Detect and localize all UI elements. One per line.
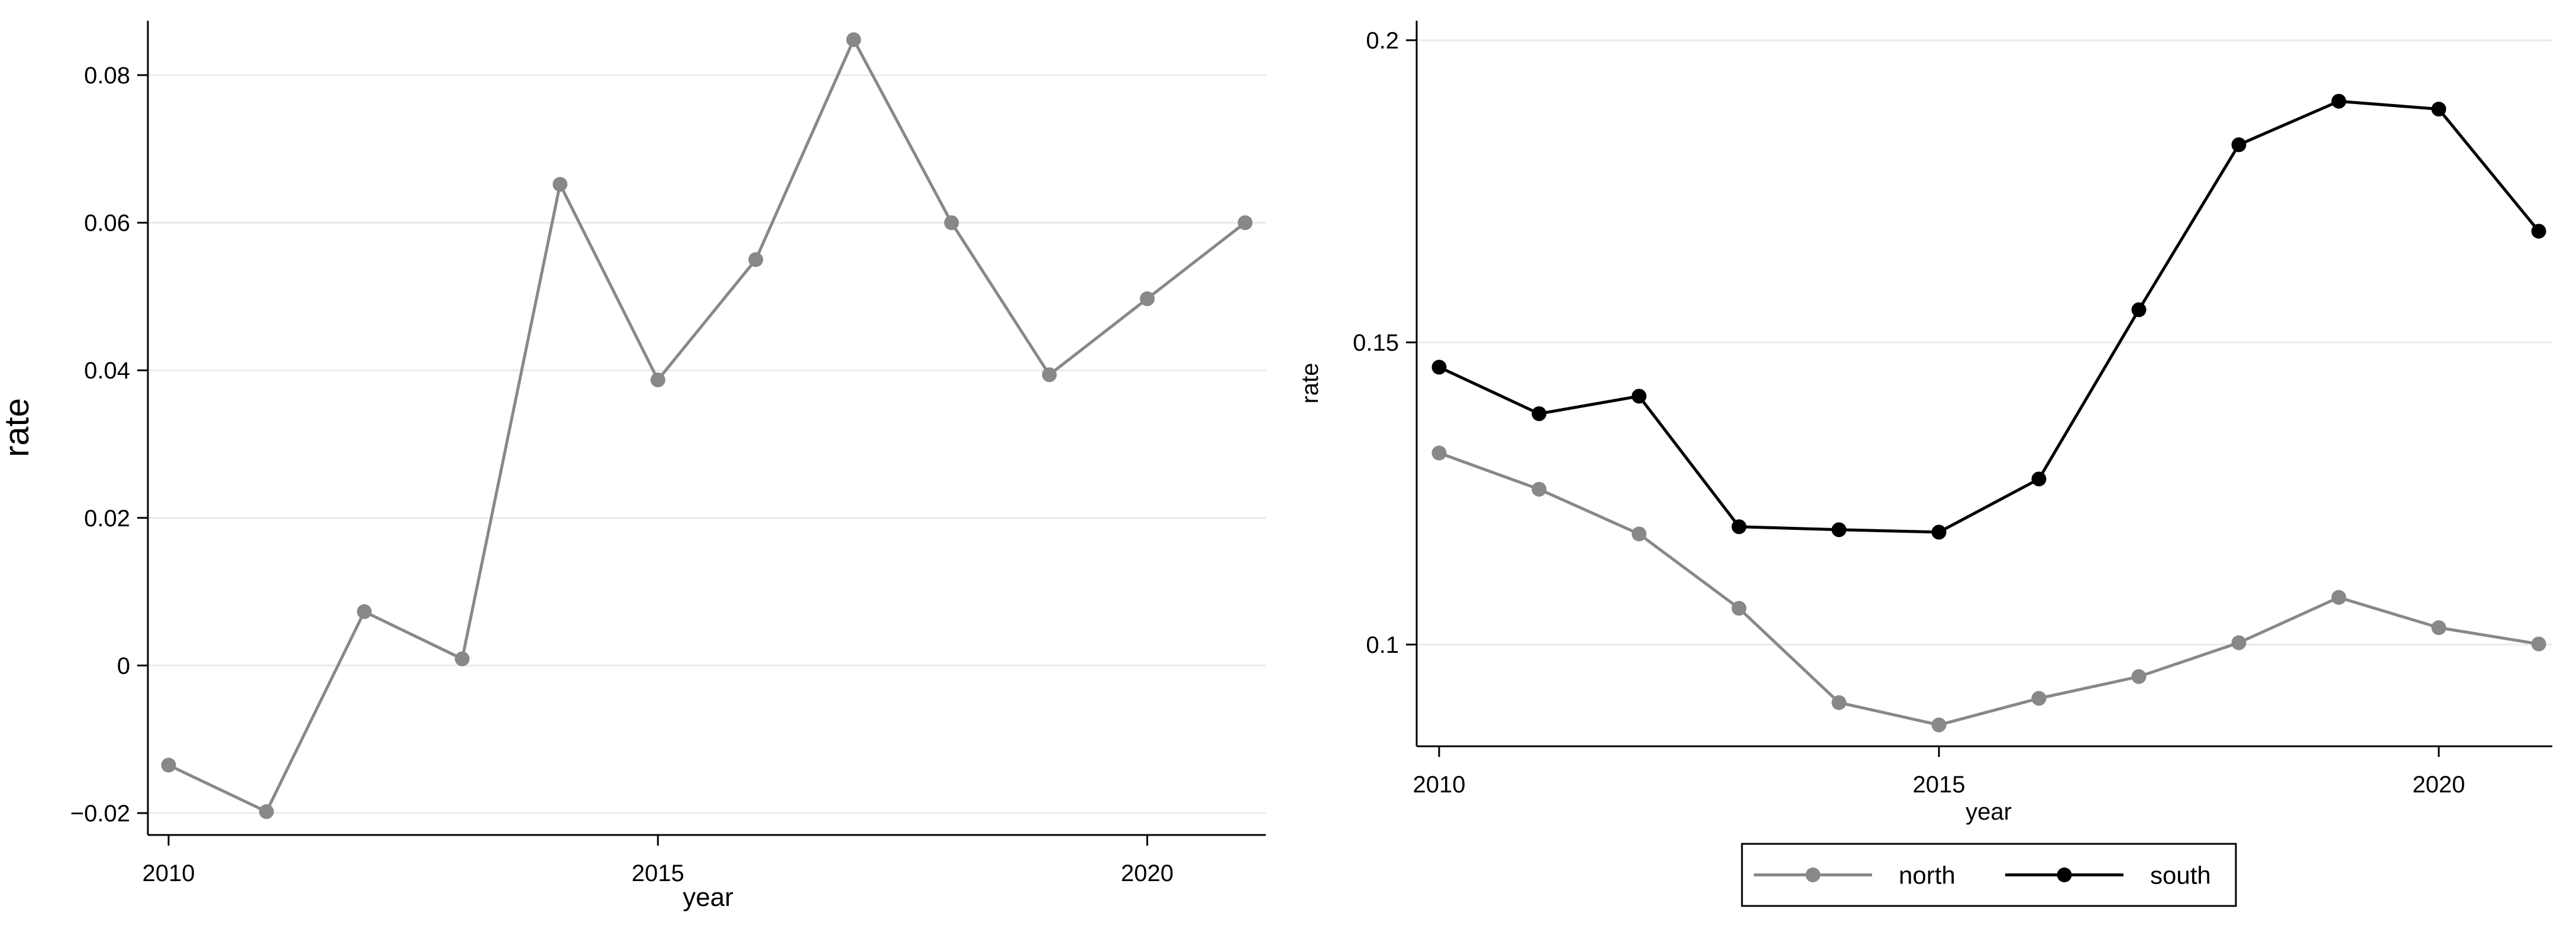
- left-series-point: [748, 252, 764, 267]
- right-legend-south-swatch-marker: [2057, 868, 2072, 882]
- left-series-point: [357, 604, 372, 619]
- right-y-axis-title: rate: [1297, 363, 1323, 404]
- right-y-tick-label: 0.2: [1366, 28, 1399, 54]
- right-x-tick-label: 2020: [2413, 772, 2465, 798]
- left-y-tick-label: 0.02: [84, 506, 130, 532]
- right-legend-south-label: south: [2150, 862, 2211, 889]
- left-series-point: [454, 651, 470, 666]
- right-north-point: [2431, 620, 2446, 635]
- right-legend-north-swatch-marker: [1805, 868, 1821, 882]
- right-north-point: [2331, 590, 2346, 605]
- right-north-point: [1831, 695, 1847, 710]
- right-south-point: [2131, 302, 2147, 318]
- left-series-point: [161, 758, 176, 773]
- right-south-point: [1431, 360, 1447, 375]
- right-north-point: [1631, 526, 1647, 542]
- right-north-point: [2031, 691, 2047, 706]
- right-south-point: [2031, 471, 2047, 487]
- right-south-point: [1631, 389, 1647, 404]
- right-north-point: [1731, 601, 1747, 616]
- right-y-tick-label: 0.15: [1353, 330, 1399, 356]
- left-y-tick-label: 0.08: [84, 63, 130, 89]
- left-series-point: [258, 804, 274, 820]
- right-south-line: [1438, 99, 2540, 534]
- right-x-axis-title: year: [1966, 799, 2012, 825]
- left-y-tick-label: 0.04: [84, 358, 130, 384]
- right-north-point: [2131, 669, 2147, 684]
- left-series-point: [944, 215, 959, 231]
- right-north-point: [2531, 636, 2546, 652]
- left-x-tick-label: 2015: [632, 860, 684, 886]
- left-y-tick-label: 0.06: [84, 211, 130, 237]
- right-north-point: [1931, 717, 1947, 733]
- right-south-point: [1731, 519, 1747, 535]
- left-x-tick-label: 2020: [1121, 860, 1174, 886]
- right-south-point: [2331, 93, 2346, 109]
- left-chart: −0.02 0 0.02 0.04 0.06 0.08 2010 2015 2020 year ra…: [0, 21, 1266, 912]
- right-north-point: [2231, 635, 2247, 650]
- left-x-tick-label: 2010: [143, 860, 195, 886]
- left-series-point: [552, 177, 568, 192]
- right-south-point: [2431, 102, 2446, 117]
- left-y-tick-label: 0: [117, 653, 130, 679]
- right-x-tick-label: 2015: [1913, 772, 1966, 798]
- left-x-axis-title: year: [683, 883, 733, 912]
- right-south-point: [2231, 137, 2247, 153]
- left-series-point: [1042, 367, 1057, 383]
- left-y-axis-title: rate: [0, 398, 36, 457]
- right-chart: 0.1 0.15 0.2 2010 2015 2020 year rate north south: [1297, 21, 2552, 907]
- right-x-tick-label: 2010: [1413, 772, 1466, 798]
- right-north-line: [1439, 451, 2539, 727]
- right-legend: north south: [1741, 843, 2237, 907]
- left-series-line: [167, 38, 1246, 813]
- right-south-point: [1931, 525, 1947, 540]
- left-series-point: [650, 372, 665, 387]
- right-north-point: [1431, 445, 1447, 461]
- right-south-point: [1531, 406, 1547, 422]
- left-y-tick-label: −0.02: [70, 801, 130, 827]
- left-series-point: [1237, 215, 1253, 231]
- right-north-point: [1531, 481, 1547, 497]
- left-series-point: [1140, 291, 1155, 306]
- right-y-tick-label: 0.1: [1366, 632, 1399, 658]
- right-legend-north-label: north: [1899, 862, 1956, 889]
- left-series-point: [846, 32, 861, 47]
- right-south-point: [1831, 522, 1847, 538]
- right-south-point: [2531, 224, 2546, 239]
